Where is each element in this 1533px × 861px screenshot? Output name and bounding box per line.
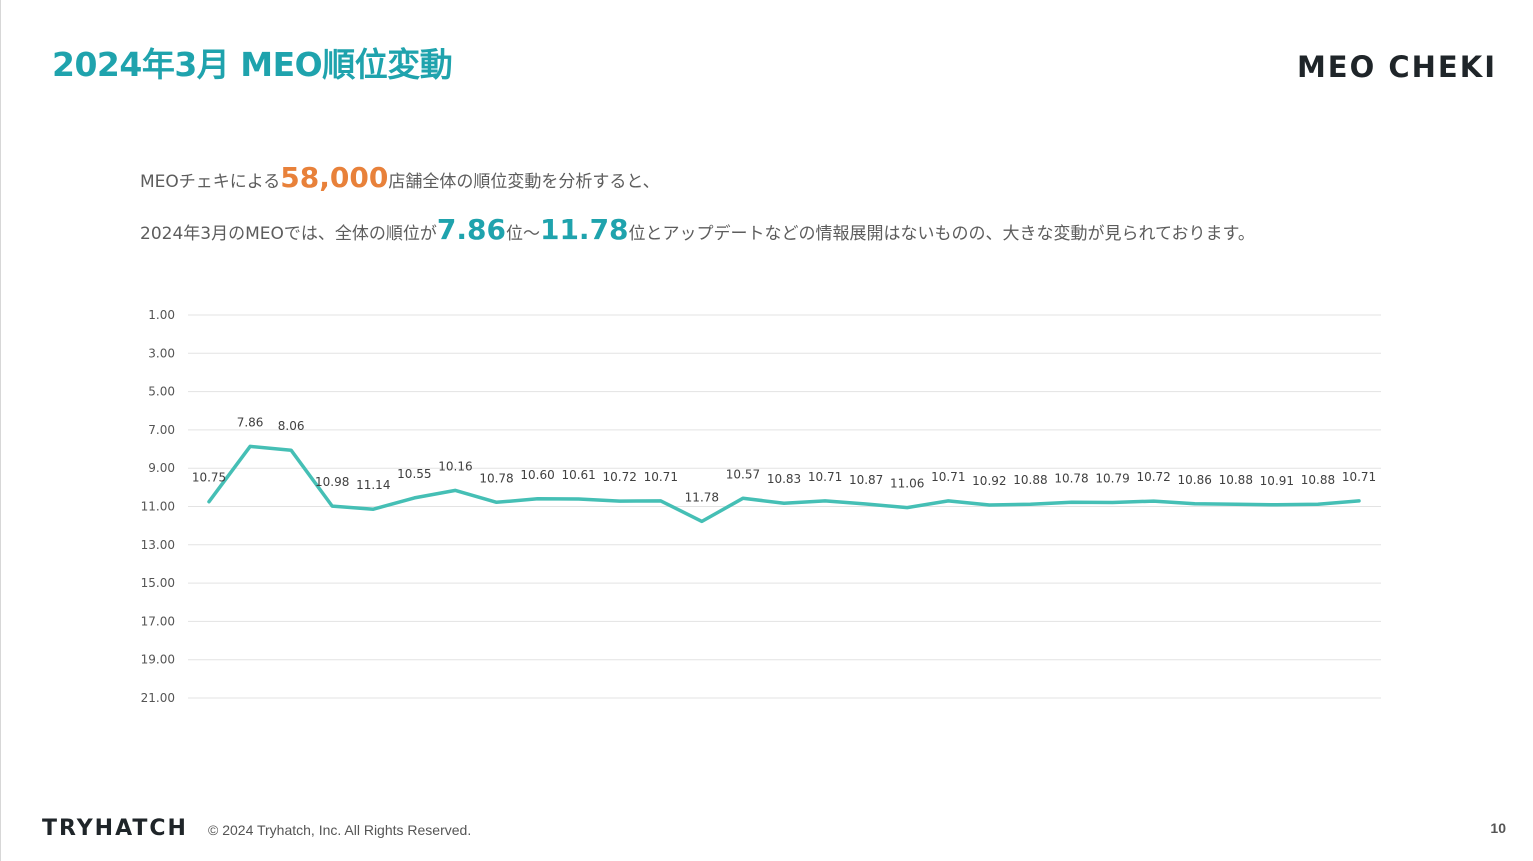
summary-text: MEOチェキによる58,000店舗全体の順位変動を分析すると、 2024年3月の… (140, 160, 1440, 264)
data-label: 10.91 (1260, 474, 1294, 488)
data-label: 10.79 (1095, 471, 1129, 485)
data-label: 10.72 (603, 470, 637, 484)
y-tick-label: 3.00 (148, 346, 175, 360)
y-tick-label: 11.00 (141, 500, 175, 514)
series-line (207, 444, 1361, 524)
tryhatch-logo: TRYHATCH (42, 816, 188, 841)
y-tick-label: 1.00 (148, 308, 175, 322)
store-count-highlight: 58,000 (280, 161, 389, 194)
y-axis-ticks: 1.00 3.00 5.00 7.00 9.00 11.00 13.00 15.00 17.00… (141, 308, 175, 705)
data-label: 10.57 (726, 467, 760, 481)
y-tick-label: 15.00 (141, 576, 175, 590)
chart-series (207, 444, 1361, 524)
rank-max-highlight: 11.78 (539, 213, 629, 246)
rank-min-highlight: 7.86 (436, 213, 506, 246)
data-label: 10.71 (1342, 470, 1376, 484)
data-label: 10.88 (1013, 473, 1047, 487)
data-label: 10.88 (1219, 473, 1253, 487)
data-label: 11.78 (685, 490, 719, 504)
data-label: 10.55 (397, 467, 431, 481)
data-label: 11.06 (890, 477, 924, 491)
data-label: 10.71 (644, 470, 678, 484)
summary-line-1-suffix: 店舗全体の順位変動を分析すると、 (388, 172, 660, 192)
slide-title: 2024年3月 MEO順位変動 (52, 45, 453, 84)
slide-left-border (0, 0, 1, 861)
y-tick-label: 19.00 (141, 653, 175, 667)
summary-line-1-prefix: MEOチェキによる (140, 172, 281, 192)
data-label: 11.14 (356, 478, 390, 492)
summary-line-1: MEOチェキによる58,000店舗全体の順位変動を分析すると、 (140, 160, 1440, 212)
summary-line-2: 2024年3月のMEOでは、全体の順位が7.86位〜11.78位とアップデートな… (140, 212, 1440, 264)
y-tick-label: 5.00 (148, 385, 175, 399)
data-label: 10.87 (849, 473, 883, 487)
data-label: 10.60 (520, 468, 554, 482)
data-label: 7.86 (237, 415, 264, 429)
data-label: 10.75 (192, 471, 226, 485)
summary-line-2-prefix: 2024年3月のMEOでは、全体の順位が (140, 224, 437, 244)
data-labels: 10.75 7.86 8.06 10.98 11.14 10.55 10.16 10.78 10… (192, 415, 1376, 504)
summary-line-2-suffix: 位とアップデートなどの情報展開はないものの、大きな変動が見られております。 (628, 224, 1255, 244)
y-tick-label: 9.00 (148, 461, 175, 475)
data-label: 10.71 (931, 470, 965, 484)
data-label: 10.98 (315, 475, 349, 489)
data-label: 10.16 (438, 459, 472, 473)
y-tick-label: 13.00 (141, 538, 175, 552)
page-number: 10 (1490, 820, 1506, 836)
data-label: 8.06 (278, 419, 305, 433)
data-label: 10.88 (1301, 473, 1335, 487)
data-label: 10.61 (561, 468, 595, 482)
data-label: 10.71 (808, 470, 842, 484)
y-tick-label: 7.00 (148, 423, 175, 437)
summary-line-2-mid: 位〜 (505, 224, 540, 244)
data-label: 10.83 (767, 472, 801, 486)
data-label: 10.72 (1136, 470, 1170, 484)
data-label: 10.92 (972, 474, 1006, 488)
data-label: 10.78 (1054, 471, 1088, 485)
data-label: 10.86 (1178, 473, 1212, 487)
y-tick-label: 17.00 (141, 614, 175, 628)
y-tick-label: 21.00 (141, 691, 175, 705)
meo-cheki-logo: MEO CHEKI (1296, 50, 1497, 84)
copyright-text: © 2024 Tryhatch, Inc. All Rights Reserve… (208, 822, 472, 838)
data-label: 10.78 (479, 471, 513, 485)
chart-grid (188, 314, 1381, 699)
